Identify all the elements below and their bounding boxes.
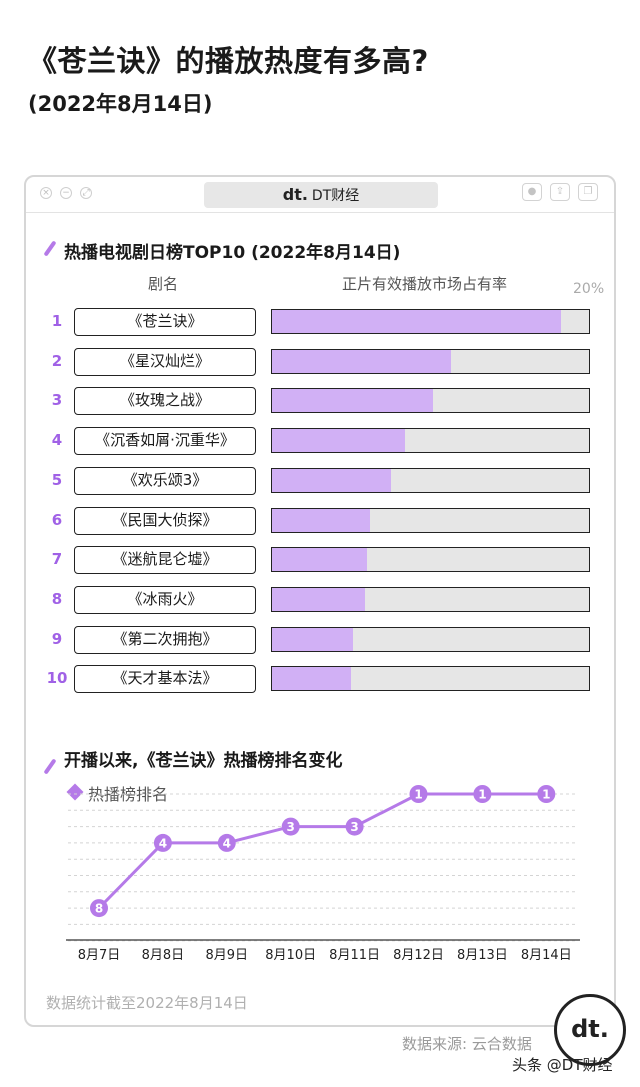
series-line (97, 792, 547, 910)
max-tick-label: 20% (573, 281, 605, 297)
data-point (537, 785, 556, 803)
bar (272, 508, 370, 532)
dt-logo: dt. (554, 994, 626, 1066)
bar (272, 389, 434, 413)
data-point (153, 833, 172, 852)
bar-track (271, 547, 590, 573)
platform-attribution: 头条 @DT财经 (512, 1056, 613, 1074)
rank-number: 5 (51, 470, 63, 489)
data-label: 1 (542, 788, 550, 802)
page-title: 《苍兰诀》的播放热度有多高? (28, 44, 429, 78)
data-label: 1 (478, 788, 486, 802)
data-point (345, 817, 364, 836)
brand-logo: dt. (282, 185, 308, 204)
bar-track (271, 348, 590, 374)
rank-number: 6 (51, 510, 63, 529)
data-source: 数据来源: 云合数据 (402, 1035, 532, 1053)
bar-chart-title: 热播电视剧日榜TOP10 (2022年8月14日) (64, 243, 401, 263)
drama-name-label: 《迷航昆仑墟》 (74, 546, 256, 575)
bar (272, 468, 391, 492)
data-label: 3 (350, 820, 358, 834)
x-tick-label: 8月8日 (142, 948, 185, 963)
drama-name-label: 《苍兰诀》 (74, 308, 256, 336)
bar (272, 667, 351, 691)
bar (272, 429, 405, 453)
rank-number: 7 (51, 550, 63, 569)
data-point (409, 785, 428, 803)
bar-track (271, 507, 590, 533)
drama-name-label: 《沉香如屑·沉重华》 (74, 427, 256, 456)
data-point (90, 899, 108, 918)
bar-track (271, 388, 590, 414)
drama-name-label: 《第二次拥抱》 (74, 625, 256, 654)
copy-icon[interactable]: ❐ (578, 183, 598, 201)
bar-track (271, 309, 590, 334)
x-tick-label: 8月13日 (457, 948, 508, 963)
brand-name: DT财经 (311, 188, 360, 204)
x-tick-label: 8月11日 (329, 948, 380, 963)
data-label: 8 (95, 902, 103, 916)
rank-number: 4 (51, 431, 63, 450)
rank-number: 1 (51, 312, 63, 330)
x-tick-label: 8月7日 (78, 948, 121, 963)
bar-track (271, 428, 590, 454)
bar (272, 310, 562, 333)
footnote: 数据统计截至2022年8月14日 (46, 994, 248, 1012)
bar-track (271, 666, 590, 692)
drama-name-label: 《天才基本法》 (74, 665, 256, 694)
data-point (281, 817, 300, 836)
data-label: 4 (159, 836, 167, 850)
column-header-name: 剧名 (148, 275, 179, 293)
data-label: 3 (287, 820, 295, 834)
rank-number: 9 (51, 629, 63, 648)
data-point (217, 833, 236, 852)
window-titlebar: × − ⤢ dt. DT财经 ● ⇪ ❐ (26, 177, 614, 213)
drama-name-label: 《民国大侦探》 (74, 506, 256, 535)
x-tick-label: 8月14日 (521, 948, 572, 963)
record-icon[interactable]: ● (522, 183, 542, 201)
rank-number: 3 (51, 391, 63, 410)
line-chart-title: 开播以来,《苍兰诀》热播榜排名变化 (64, 751, 343, 771)
column-header-share: 正片有效播放市场占有率 (342, 275, 508, 293)
rank-number: 10 (46, 669, 68, 688)
drama-name-label: 《玫瑰之战》 (74, 387, 256, 416)
data-point (473, 785, 492, 803)
x-tick-label: 8月9日 (206, 948, 249, 963)
close-icon[interactable]: × (40, 187, 52, 199)
page-date: (2022年8月14日) (28, 92, 213, 116)
bar (272, 548, 367, 572)
maximize-icon[interactable]: ⤢ (80, 187, 92, 199)
bar (272, 349, 451, 373)
bar-track (271, 586, 590, 612)
rank-number: 8 (51, 589, 63, 608)
data-label: 4 (223, 836, 231, 850)
x-tick-label: 8月10日 (265, 948, 316, 963)
data-label: 1 (414, 788, 422, 802)
bar (272, 627, 353, 651)
rank-number: 2 (51, 351, 63, 370)
bar-track (271, 626, 590, 652)
drama-name-label: 《星汉灿烂》 (74, 347, 256, 376)
drama-name-label: 《冰雨火》 (74, 585, 256, 614)
share-icon[interactable]: ⇪ (550, 183, 570, 201)
brand-pill: dt. DT财经 (204, 182, 438, 208)
bar-track (271, 467, 590, 493)
x-tick-label: 8月12日 (393, 948, 444, 963)
bar (272, 587, 366, 611)
minimize-icon[interactable]: − (60, 187, 72, 199)
drama-name-label: 《欢乐颂3》 (74, 466, 256, 495)
